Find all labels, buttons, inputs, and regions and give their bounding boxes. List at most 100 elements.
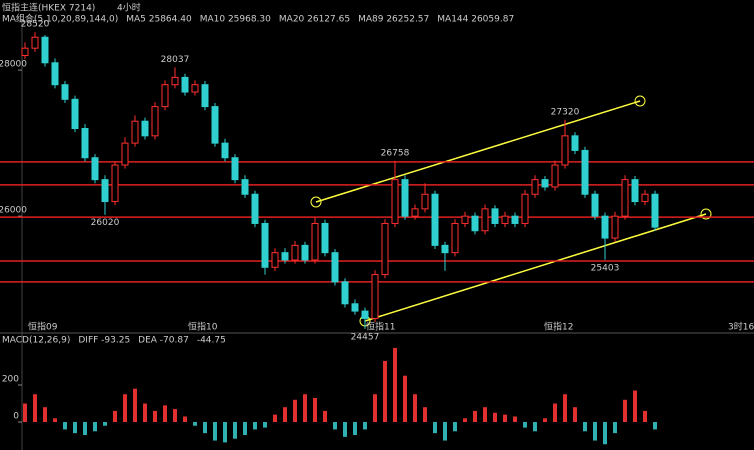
- handle[interactable]: [700, 208, 712, 220]
- macd-bar: [623, 399, 627, 423]
- macd-bar: [403, 375, 407, 423]
- candle-body: [521, 193, 529, 224]
- candle-body: [271, 252, 279, 268]
- candle-body: [401, 179, 409, 217]
- macd-bar: [43, 407, 47, 423]
- candle-body: [461, 215, 469, 224]
- macd-bar: [33, 394, 37, 423]
- candle-body: [541, 179, 549, 188]
- macd-bar: [253, 422, 257, 430]
- price-annotation: 28520: [21, 20, 50, 30]
- candle-body: [631, 179, 639, 203]
- macd-bar: [353, 422, 357, 435]
- macd-bar: [653, 422, 657, 430]
- y-tick-label: 26000: [0, 206, 27, 216]
- macd-bar: [123, 394, 127, 423]
- candle-body: [641, 193, 649, 203]
- candle-body: [51, 62, 59, 86]
- candle-body: [61, 84, 69, 100]
- candle-body: [501, 215, 509, 224]
- macd-bar: [533, 422, 537, 432]
- macd-bar: [553, 403, 557, 423]
- legend-entry: MA5 25864.40: [126, 15, 192, 25]
- candle-body: [201, 84, 209, 108]
- period-selector[interactable]: 4小时: [117, 2, 141, 14]
- y-tick-label: 200: [2, 374, 19, 384]
- legend-entry: MA144 26059.87: [437, 15, 514, 25]
- macd-bar: [263, 422, 267, 428]
- price-annotation: 28037: [161, 55, 190, 65]
- candle-body: [341, 281, 349, 305]
- candle-body: [371, 274, 379, 319]
- macd-bar: [613, 422, 617, 434]
- macd-bar: [633, 390, 637, 423]
- candle-body: [101, 179, 109, 203]
- candle-body: [91, 157, 99, 181]
- x-label: 恒指11: [366, 321, 395, 333]
- candle-body: [181, 76, 189, 93]
- macd-bar: [583, 422, 587, 432]
- macd-bar: [283, 407, 287, 423]
- macd-bar: [213, 422, 217, 441]
- macd-bar: [463, 418, 467, 423]
- macd-bar: [543, 418, 547, 423]
- macd-bar: [513, 416, 517, 423]
- channel-lower: [364, 213, 707, 322]
- macd-bar: [163, 405, 167, 423]
- handle[interactable]: [310, 196, 322, 208]
- candle-body: [611, 215, 619, 239]
- x-label: 恒指10: [188, 321, 218, 333]
- macd-bar: [83, 422, 87, 435]
- candle-body: [601, 215, 609, 239]
- candle-body: [491, 208, 499, 224]
- channel-upper: [315, 100, 641, 203]
- candle-body: [331, 252, 339, 283]
- macd-bar: [313, 397, 317, 423]
- candle-body: [291, 244, 299, 261]
- macd-bar: [503, 414, 507, 423]
- candle-body: [421, 193, 429, 210]
- candle-body: [531, 179, 539, 195]
- legend-entry: DIFF -93.25: [78, 336, 130, 346]
- candle-body: [441, 244, 449, 254]
- candle-body: [121, 142, 129, 166]
- candle-body: [41, 36, 49, 64]
- macd-bar: [223, 422, 227, 443]
- macd-bar: [443, 422, 447, 441]
- macd-bar: [23, 403, 27, 423]
- macd-bar: [323, 410, 327, 423]
- macd-bar: [593, 422, 597, 441]
- macd-bar: [343, 422, 347, 437]
- macd-bar: [93, 422, 97, 432]
- macd-bar: [373, 394, 377, 423]
- candle-body: [621, 179, 629, 217]
- candle-body: [151, 106, 159, 137]
- symbol: 恒指主连(HKEX 7214): [2, 2, 95, 14]
- candle-body: [321, 222, 329, 254]
- legend-entry: MA89 26252.57: [358, 15, 429, 25]
- x-label: 恒指09: [28, 321, 58, 333]
- legend-entry: MA组合(5,10,20,89,144,0): [2, 13, 118, 25]
- handle[interactable]: [634, 95, 646, 107]
- legend-entry: -44.75: [197, 336, 226, 346]
- candle-body: [261, 222, 269, 268]
- legend-entry: MA10 25968.30: [200, 15, 271, 25]
- macd-bar: [133, 388, 137, 423]
- macd-bar: [53, 418, 57, 423]
- candle-body: [221, 142, 229, 159]
- macd-bar: [153, 410, 157, 423]
- candle-body: [551, 164, 559, 188]
- macd-bar: [643, 410, 647, 423]
- macd-bar: [103, 422, 107, 426]
- macd-bar: [73, 422, 77, 434]
- candle-body: [591, 193, 599, 217]
- macd-bar: [383, 360, 387, 423]
- candle-body: [251, 193, 259, 224]
- y-tick-label: 0: [13, 412, 19, 422]
- candle-body: [241, 179, 249, 195]
- candle-body: [581, 149, 589, 195]
- candle-body: [571, 135, 579, 151]
- candle-body: [361, 310, 369, 319]
- legend-entry: DEA -70.87: [138, 336, 189, 346]
- y-tick-label: 28000: [0, 60, 27, 70]
